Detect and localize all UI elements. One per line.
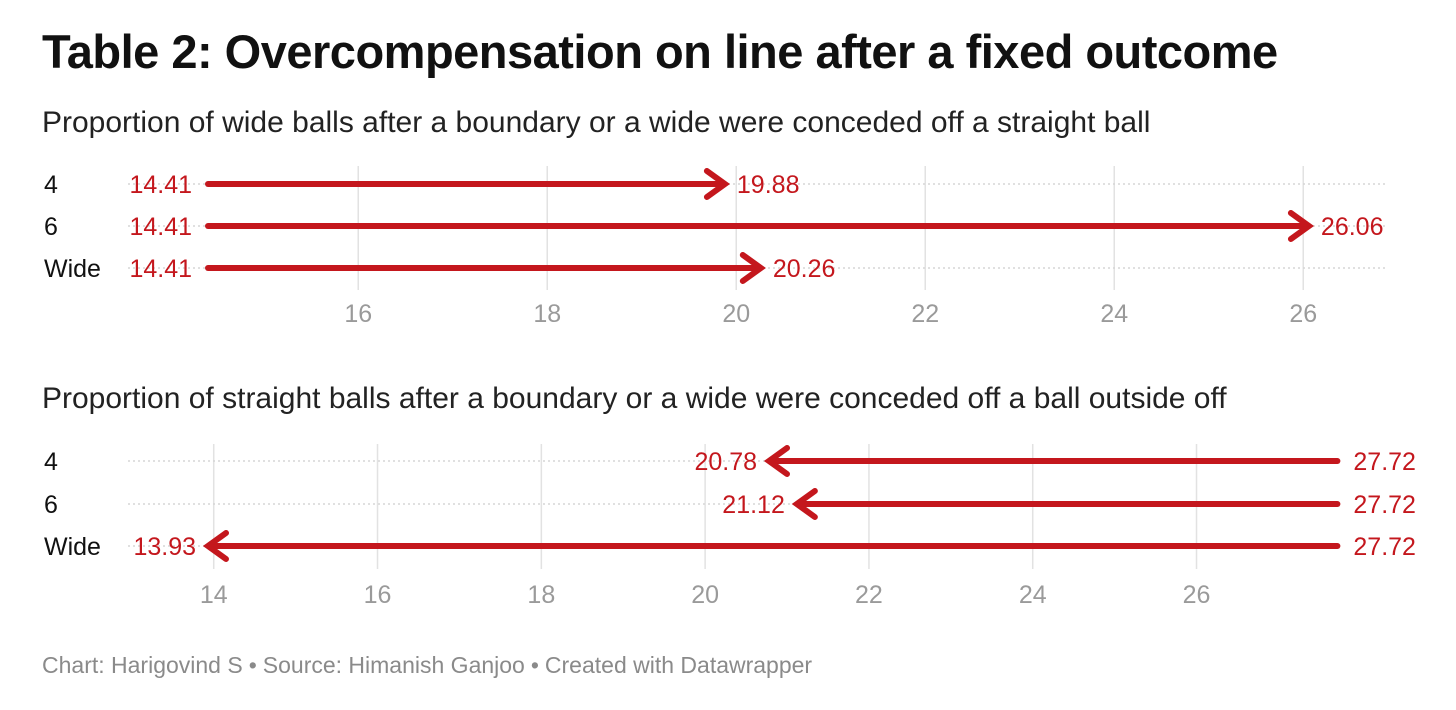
end-value-label: 13.93: [133, 533, 196, 561]
start-value-label: 14.41: [129, 213, 192, 241]
x-tick-label: 18: [533, 300, 561, 328]
x-tick-label: 20: [691, 581, 719, 609]
start-value-label: 27.72: [1353, 533, 1416, 561]
category-label: 4: [44, 448, 58, 476]
credit-tool: Created with Datawrapper: [544, 652, 813, 678]
start-value-label: 14.41: [129, 255, 192, 283]
category-label: Wide: [44, 533, 101, 561]
start-value-label: 27.72: [1353, 491, 1416, 519]
arrow-chart-panel-straight-ball: Proportion of wide balls after a boundar…: [0, 100, 1456, 360]
start-value-label: 27.72: [1353, 448, 1416, 476]
arrow-head: [202, 530, 229, 562]
arrow-head: [1287, 210, 1315, 242]
x-tick-label: 22: [855, 581, 883, 609]
arrow-head: [703, 168, 731, 200]
start-value-label: 14.41: [129, 171, 192, 199]
end-value-label: 21.12: [722, 491, 785, 519]
x-tick-label: 24: [1019, 581, 1047, 609]
end-value-label: 20.26: [773, 255, 836, 283]
credit-separator: •: [248, 652, 257, 678]
arrow-chart-panel-outside-off: Proportion of straight balls after a bou…: [0, 376, 1456, 636]
arrow-chart-svg: 16 18 20 22 24 26 4 14.41 19.88 6 14.41 26.06 Wide 14…: [44, 166, 1388, 328]
chart-subtitle: Proportion of wide balls after a boundar…: [42, 106, 1151, 139]
arrow-chart-svg: 14 16 18 20 22 24 26 4 27.72 20.78 6 27.72 21.12 Wide…: [44, 444, 1416, 609]
chart-credit: Chart: Harigovind S • Source: Himanish Gan…: [42, 652, 812, 679]
x-tick-label: 14: [200, 581, 228, 609]
chart-subtitle: Proportion of straight balls after a bou…: [42, 382, 1227, 415]
x-tick-label: 26: [1289, 300, 1317, 328]
category-label: 6: [44, 213, 58, 241]
x-tick-label: 16: [364, 581, 392, 609]
x-tick-label: 22: [911, 300, 939, 328]
arrow-head: [763, 445, 791, 477]
end-value-label: 19.88: [737, 171, 800, 199]
credit-author: Chart: Harigovind S: [42, 652, 243, 678]
category-label: 6: [44, 491, 58, 519]
end-value-label: 26.06: [1321, 213, 1384, 241]
arrow-head: [739, 252, 766, 284]
x-tick-label: 18: [527, 581, 555, 609]
x-tick-label: 16: [344, 300, 372, 328]
x-tick-label: 20: [722, 300, 750, 328]
category-label: Wide: [44, 255, 101, 283]
x-tick-label: 24: [1100, 300, 1128, 328]
credit-source: Source: Himanish Ganjoo: [262, 652, 525, 678]
credit-separator: •: [530, 652, 539, 678]
arrow-head: [791, 488, 818, 520]
x-tick-label: 26: [1183, 581, 1211, 609]
end-value-label: 20.78: [694, 448, 757, 476]
category-label: 4: [44, 171, 58, 199]
chart-title: Table 2: Overcompensation on line after …: [42, 25, 1278, 78]
